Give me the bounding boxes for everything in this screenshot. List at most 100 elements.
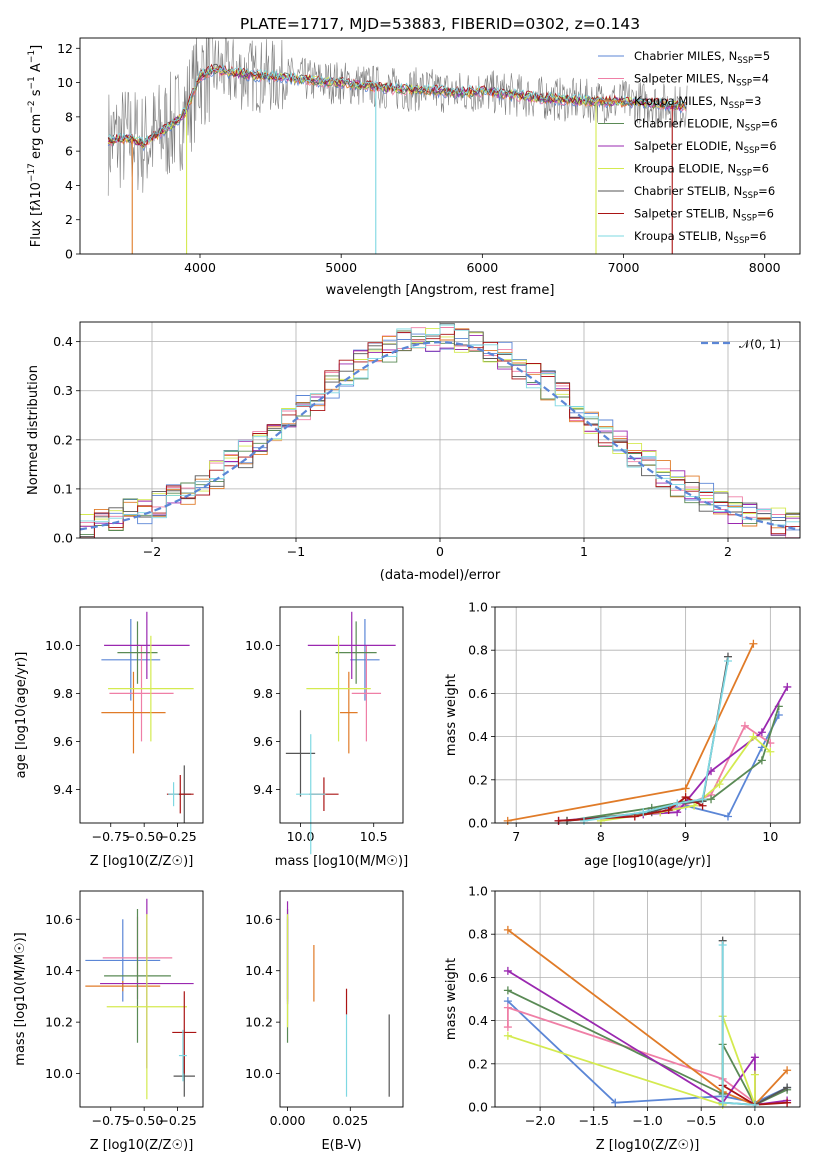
normal-reference-curve — [80, 341, 800, 531]
weight-marker — [673, 799, 682, 808]
axes-frame — [279, 890, 404, 1108]
legend-label-6: Chabrier STELIB, NSSP=6 — [634, 184, 775, 201]
mass-vs-Z-ticks: −0.75−0.50−0.25 10.0 10.2 10.4 10.6 — [45, 912, 197, 1128]
y-tick-label: 1.0 — [468, 884, 488, 899]
weight-marker — [707, 795, 716, 804]
y-tick-label: 9.8 — [253, 686, 273, 701]
weight-marker — [681, 784, 690, 793]
x-tick-label: 0.025 — [332, 1113, 368, 1128]
legend-model-name: Chabrier MILES — [634, 49, 721, 63]
x-tick-label: 5000 — [325, 260, 357, 275]
weight-marker — [503, 925, 512, 934]
model-spectrum-8 — [107, 64, 687, 145]
y-tick-label: 0.4 — [53, 334, 73, 349]
legend-model-name: Salpeter ELODIE — [634, 139, 728, 153]
weight-marker — [783, 1083, 792, 1092]
residuals-ticks: −2 −1 0 1 2 0.0 0.1 0.2 0.3 0.4 — [53, 334, 732, 559]
axes-frame — [494, 890, 801, 1108]
y-tick-label: 0.2 — [53, 432, 73, 447]
y-tick-label: 2 — [65, 212, 73, 227]
x-tick-label: −1.0 — [632, 1113, 662, 1128]
legend-label-7: Salpeter STELIB, NSSP=6 — [634, 207, 774, 224]
x-tick-label: 0.000 — [270, 1113, 306, 1128]
y-tick-label: 1.0 — [468, 600, 488, 615]
weight-marker — [681, 793, 690, 802]
y-axis-label: mass weight — [444, 958, 459, 1040]
legend-nssp: 6 — [769, 139, 776, 153]
weight-marker — [749, 639, 758, 648]
x-tick-label: 7 — [512, 829, 520, 844]
y-tick-label: 9.6 — [53, 734, 73, 749]
weight-marker — [503, 1023, 512, 1032]
x-tick-label: −0.75 — [92, 1113, 130, 1128]
model-spectrum-3 — [107, 67, 687, 146]
x-tick-label: −2 — [143, 544, 161, 559]
weight-marker — [579, 816, 588, 825]
x-axis-label: (data-model)/error — [380, 568, 501, 583]
x-tick-label: 7000 — [608, 260, 640, 275]
y-tick-label: 0.0 — [468, 816, 488, 831]
weight-marker — [715, 780, 724, 789]
y-tick-label: 0.8 — [468, 927, 488, 942]
legend-nssp: 6 — [767, 207, 774, 221]
legend-nssp: 3 — [754, 94, 761, 108]
y-tick-label: 0.8 — [468, 643, 488, 658]
y-tick-label: 0.4 — [468, 729, 488, 744]
y-axis-label: age [log10(age/yr)] — [14, 652, 29, 779]
weight-series-4 — [558, 686, 789, 822]
y-tick-label: 0.6 — [468, 970, 488, 985]
weight-marker — [750, 1053, 759, 1062]
y-axis-label: mass [log10(M/M☉)] — [13, 932, 28, 1065]
legend-model-name: Chabrier ELODIE — [634, 117, 729, 131]
y-tick-label: 0.6 — [468, 686, 488, 701]
weight-marker — [639, 808, 648, 817]
mass-vs-Z-axes: −0.75−0.50−0.25 10.0 10.2 10.4 10.6 Z [log10(… — [13, 890, 204, 1153]
figure-title: PLATE=1717, MJD=53883, FIBERID=0302, z=0… — [240, 15, 640, 33]
plots-layer: 4000 5000 6000 7000 8000024681012wavelength … — [13, 37, 801, 1153]
x-tick-label: −1 — [287, 544, 305, 559]
y-tick-label: 10.0 — [245, 1066, 273, 1081]
age-vs-mass-ticks: 10.0 10.5 9.4 9.6 9.8 10.0 — [245, 638, 387, 844]
weight-marker — [503, 986, 512, 995]
y-tick-label: 10.0 — [45, 638, 73, 653]
y-tick-label: 0.0 — [468, 1100, 488, 1115]
axes-frame — [79, 321, 801, 539]
x-tick-label: 6000 — [466, 260, 498, 275]
x-tick-label: 0 — [436, 544, 444, 559]
legend-nssp: 6 — [762, 162, 769, 176]
age-vs-Z-ticks: −0.75−0.50−0.25 9.4 9.6 9.8 10.0 — [45, 638, 197, 844]
y-tick-label: 0.0 — [53, 531, 73, 546]
histogram-group — [80, 323, 800, 538]
x-tick-label: 8000 — [749, 260, 781, 275]
legend-label-0: Chabrier MILES, NSSP=5 — [634, 49, 770, 66]
x-axis-label: Z [log10(Z/Z☉)] — [90, 854, 194, 869]
y-tick-label: 9.8 — [53, 686, 73, 701]
y-tick-label: 0.3 — [53, 383, 73, 398]
weight-marker — [750, 1070, 759, 1079]
weight-marker — [690, 801, 699, 810]
y-tick-label: 9.4 — [53, 782, 73, 797]
x-axis-label: Z [log10(Z/Z☉)] — [90, 1138, 194, 1153]
spectrum-axes: 4000 5000 6000 7000 8000 0 2 4 6 8 10 12 wavelength … — [27, 37, 801, 298]
y-tick-label: 6 — [65, 144, 73, 159]
legend-model-name: Salpeter MILES — [634, 72, 720, 86]
x-tick-label: −1.5 — [579, 1113, 609, 1128]
y-axis-label: Normed distribution — [26, 365, 41, 495]
y-tick-label: 9.6 — [253, 734, 273, 749]
x-axis-label: mass [log10(M/M☉)] — [275, 854, 408, 869]
y-tick-label: 10.2 — [45, 1015, 73, 1030]
y-tick-label: 4 — [65, 178, 73, 193]
y-tick-label: 0.2 — [468, 772, 488, 787]
axes-frame — [494, 606, 801, 824]
weight-marker — [750, 1100, 759, 1109]
legend-nssp: 6 — [770, 117, 777, 131]
legend-nssp: 5 — [763, 49, 770, 63]
x-tick-label: 10 — [762, 829, 778, 844]
x-axis-label: E(B-V) — [321, 1138, 361, 1153]
weight-marker — [698, 795, 707, 804]
weight-marker — [718, 1098, 727, 1107]
spectrum-lines — [107, 38, 688, 254]
x-tick-label: −0.25 — [158, 1113, 196, 1128]
x-tick-label: −0.50 — [125, 829, 163, 844]
y-tick-label: 10.2 — [245, 1015, 273, 1030]
